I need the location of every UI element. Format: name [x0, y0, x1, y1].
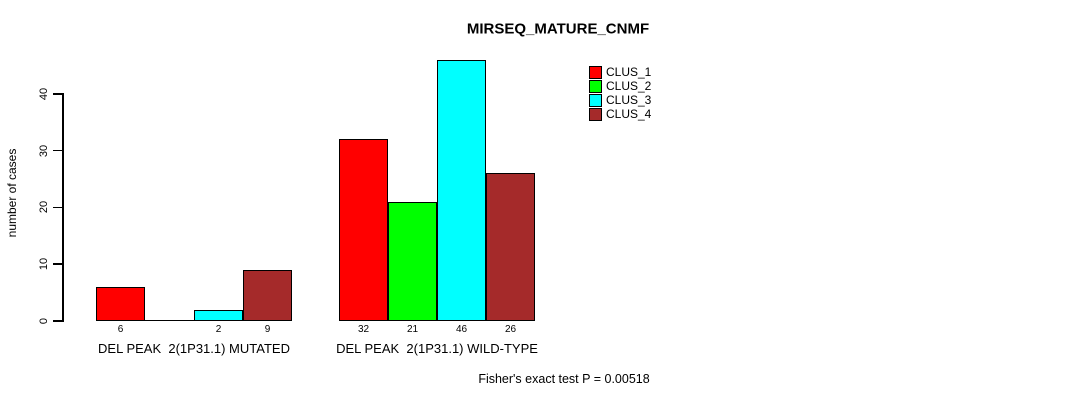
legend-entry: CLUS_4: [589, 108, 651, 121]
bar-clus_3: [194, 309, 243, 321]
bar-count-label: 32: [357, 324, 370, 335]
bar-clus_3: [437, 59, 486, 321]
y-axis-tick: [53, 206, 62, 209]
x-axis-group-label: DEL PEAK 2(1P31.1) MUTATED: [98, 341, 290, 356]
legend-color-swatch: [589, 66, 602, 79]
bar-count-label: 9: [264, 324, 271, 335]
legend-color-swatch: [589, 80, 602, 93]
y-axis-tick-label: 20: [38, 201, 50, 214]
y-axis-tick: [53, 263, 62, 265]
legend-color-swatch: [589, 108, 602, 121]
bar-count-label: 2: [215, 324, 222, 335]
y-axis-line: [62, 93, 64, 322]
y-axis-title: number of cases: [5, 148, 19, 238]
y-axis-tick: [53, 149, 62, 152]
x-axis-group-label: DEL PEAK 2(1P31.1) WILD-TYPE: [336, 341, 538, 356]
legend-label: CLUS_4: [606, 107, 652, 121]
legend-entry: CLUS_3: [589, 94, 651, 107]
bar-count-label: 21: [406, 324, 419, 335]
legend-label: CLUS_1: [606, 65, 652, 79]
annotation-text: Fisher's exact test P = 0.00518: [478, 372, 650, 386]
legend-label: CLUS_3: [606, 93, 652, 107]
legend-color-swatch: [589, 94, 602, 107]
bar-clus_1: [339, 139, 388, 321]
bar-count-label: 26: [504, 324, 517, 335]
y-axis-tick-label: 10: [38, 258, 50, 271]
y-axis-tick-label: 0: [38, 317, 50, 325]
y-axis-tick-label: 30: [38, 144, 50, 157]
legend-entry: CLUS_2: [589, 80, 651, 93]
bar-clus_4: [486, 173, 535, 321]
y-axis-tick-label: 40: [38, 87, 50, 100]
y-axis-tick: [53, 93, 62, 95]
bar-clus_1: [96, 286, 145, 321]
legend-entry: CLUS_1: [589, 66, 651, 79]
bar-count-label: 6: [117, 324, 124, 335]
bar-clus_4: [243, 269, 292, 321]
bar-count-label: 46: [455, 324, 468, 335]
zero-height-bar-line: [145, 319, 194, 321]
legend: CLUS_1 CLUS_2 CLUS_3 CLUS_4: [589, 66, 651, 122]
legend-label: CLUS_2: [606, 79, 652, 93]
bar-clus_2: [388, 201, 437, 321]
y-axis-tick: [53, 320, 62, 322]
chart-title: MIRSEQ_MATURE_CNMF: [466, 20, 650, 38]
